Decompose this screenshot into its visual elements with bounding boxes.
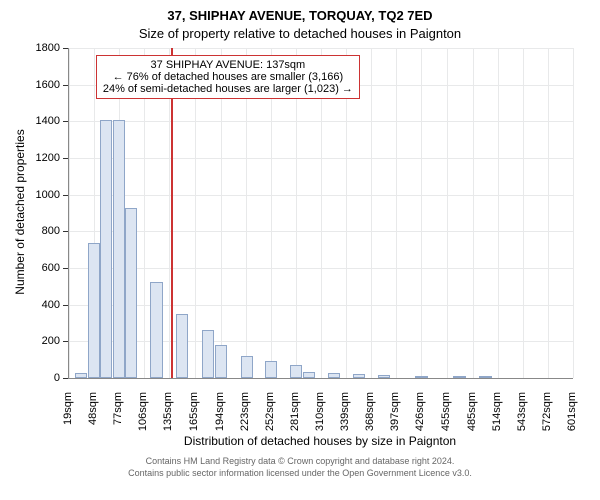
footer-line-2: Contains public sector information licen…	[0, 468, 600, 478]
histogram-bar	[353, 374, 365, 378]
histogram-bar	[113, 120, 125, 379]
x-tick-label: 339sqm	[339, 392, 351, 432]
histogram-bar	[125, 208, 137, 379]
y-tick-label: 1600	[26, 79, 60, 91]
info-box-line: 24% of semi-detached houses are larger (…	[103, 83, 353, 95]
grid-line-v	[473, 48, 474, 378]
histogram-bar	[100, 120, 112, 379]
x-tick-label: 19sqm	[62, 392, 74, 432]
chart-plot-area: 37 SHIPHAY AVENUE: 137sqm← 76% of detach…	[68, 48, 573, 379]
y-tick-mark	[63, 158, 68, 159]
x-tick-label: 48sqm	[87, 392, 99, 432]
histogram-bar	[479, 376, 491, 378]
histogram-bar	[290, 365, 302, 378]
grid-line-v	[523, 48, 524, 378]
x-tick-label: 106sqm	[137, 392, 149, 432]
page-subtitle: Size of property relative to detached ho…	[0, 26, 600, 41]
x-tick-label: 252sqm	[264, 392, 276, 432]
x-tick-label: 514sqm	[491, 392, 503, 432]
y-tick-mark	[63, 195, 68, 196]
x-tick-label: 543sqm	[516, 392, 528, 432]
grid-line-v	[371, 48, 372, 378]
x-tick-label: 426sqm	[414, 392, 426, 432]
histogram-bar	[303, 372, 315, 378]
grid-line-v	[498, 48, 499, 378]
y-tick-mark	[63, 268, 68, 269]
x-tick-label: 601sqm	[566, 392, 578, 432]
histogram-bar	[202, 330, 214, 378]
histogram-bar	[241, 356, 253, 378]
histogram-bar	[215, 345, 227, 378]
y-tick-mark	[63, 48, 68, 49]
x-tick-label: 368sqm	[364, 392, 376, 432]
x-tick-label: 281sqm	[289, 392, 301, 432]
x-tick-label: 572sqm	[541, 392, 553, 432]
y-tick-label: 0	[26, 372, 60, 384]
footer-line-1: Contains HM Land Registry data © Crown c…	[0, 456, 600, 466]
y-tick-mark	[63, 231, 68, 232]
grid-line-v	[69, 48, 70, 378]
x-tick-label: 194sqm	[214, 392, 226, 432]
y-tick-label: 1800	[26, 42, 60, 54]
x-tick-label: 310sqm	[314, 392, 326, 432]
info-box: 37 SHIPHAY AVENUE: 137sqm← 76% of detach…	[96, 55, 360, 99]
x-tick-label: 165sqm	[188, 392, 200, 432]
histogram-bar	[328, 373, 340, 379]
histogram-bar	[150, 282, 162, 378]
histogram-bar	[415, 376, 427, 378]
histogram-bar	[265, 361, 277, 378]
page-title: 37, SHIPHAY AVENUE, TORQUAY, TQ2 7ED	[0, 8, 600, 23]
y-tick-label: 600	[26, 262, 60, 274]
x-tick-label: 135sqm	[162, 392, 174, 432]
histogram-bar	[378, 375, 390, 378]
histogram-bar	[453, 376, 465, 378]
info-box-line: ← 76% of detached houses are smaller (3,…	[103, 71, 353, 83]
x-tick-label: 485sqm	[466, 392, 478, 432]
y-tick-mark	[63, 378, 68, 379]
grid-line-v	[421, 48, 422, 378]
histogram-bar	[75, 373, 87, 379]
x-tick-label: 77sqm	[112, 392, 124, 432]
histogram-bar	[176, 314, 188, 378]
y-tick-mark	[63, 121, 68, 122]
histogram-bar	[88, 243, 100, 378]
grid-line-v	[396, 48, 397, 378]
info-box-line: 37 SHIPHAY AVENUE: 137sqm	[103, 59, 353, 71]
x-tick-label: 223sqm	[239, 392, 251, 432]
y-tick-mark	[63, 85, 68, 86]
y-tick-label: 800	[26, 225, 60, 237]
y-tick-mark	[63, 305, 68, 306]
y-tick-label: 1400	[26, 115, 60, 127]
y-tick-label: 400	[26, 299, 60, 311]
y-axis-label: Number of detached properties	[13, 47, 27, 377]
y-tick-label: 1000	[26, 189, 60, 201]
y-tick-mark	[63, 341, 68, 342]
x-axis-label: Distribution of detached houses by size …	[68, 434, 572, 448]
x-tick-label: 455sqm	[440, 392, 452, 432]
y-tick-label: 1200	[26, 152, 60, 164]
grid-line-v	[548, 48, 549, 378]
x-tick-label: 397sqm	[389, 392, 401, 432]
grid-line-v	[447, 48, 448, 378]
y-tick-label: 200	[26, 335, 60, 347]
grid-line-v	[573, 48, 574, 378]
